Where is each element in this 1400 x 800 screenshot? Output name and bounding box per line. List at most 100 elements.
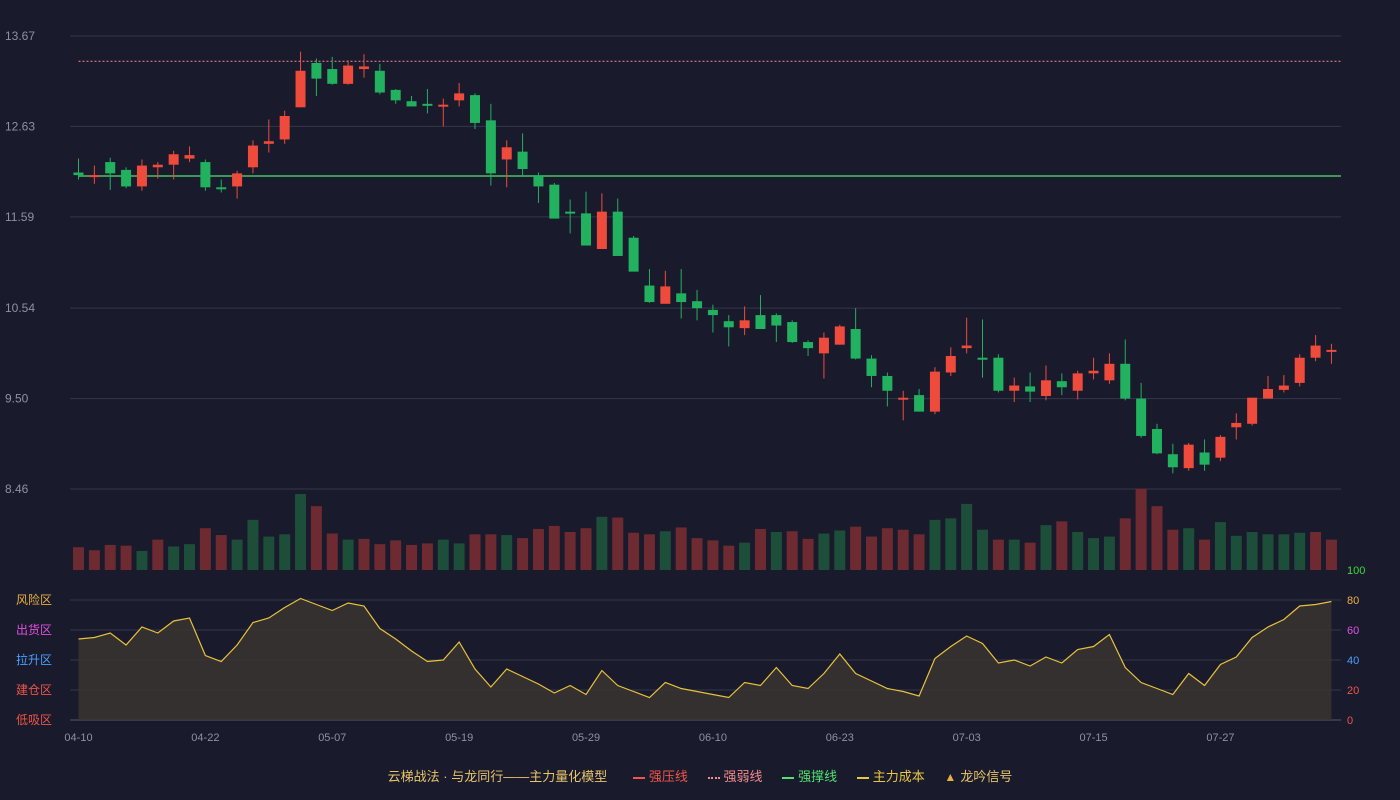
- volume-bar: [1230, 535, 1242, 570]
- candle-body: [1231, 422, 1242, 428]
- volume-bar: [1151, 506, 1163, 570]
- candle-body: [152, 164, 163, 168]
- candle-body: [1167, 454, 1178, 468]
- candle-body: [850, 329, 861, 359]
- volume-bar: [1183, 528, 1195, 570]
- volume-bar: [929, 519, 941, 570]
- volume-bar: [501, 535, 513, 570]
- candle-body: [1120, 363, 1131, 399]
- chart-legend: 云梯战法 · 与龙同行——主力量化模型 强压线 强弱线 强撑线 主力成本 ▲ 龙吟…: [0, 766, 1400, 785]
- volume-bar: [263, 536, 275, 570]
- volume-bar: [453, 543, 465, 570]
- price-tick-label: 11.59: [5, 210, 34, 224]
- candle-body: [263, 141, 274, 144]
- candle-body: [1025, 386, 1036, 392]
- price-tick-label: 12.63: [5, 119, 35, 133]
- volume-bar: [596, 516, 608, 570]
- volume-bar: [1294, 532, 1306, 570]
- candle-body: [660, 286, 671, 304]
- volume-bar: [580, 528, 592, 570]
- legend-main-cost-label: 主力成本: [872, 769, 925, 784]
- date-tick-label: 06-23: [826, 732, 854, 744]
- candle-body: [73, 172, 84, 176]
- volume-bar: [310, 506, 322, 570]
- main-cost-line: [78, 597, 1332, 699]
- candle-body: [136, 165, 147, 187]
- volume-bar: [184, 544, 196, 570]
- candle-body: [1310, 345, 1321, 358]
- volume-bar: [834, 530, 846, 570]
- volume-bar: [691, 538, 703, 570]
- volume-bar: [88, 550, 100, 570]
- volume-bar: [406, 544, 418, 570]
- volume-bar: [770, 532, 782, 570]
- main-cost-area: [78, 598, 1332, 720]
- candle-body: [993, 357, 1004, 391]
- indicator-tick-label: 40: [1347, 655, 1359, 667]
- candle-body: [390, 89, 401, 101]
- volume-bar: [628, 532, 640, 570]
- main-cost-line-marker: [856, 776, 869, 779]
- volume-bar: [913, 534, 925, 570]
- legend-main-cost[interactable]: 主力成本: [856, 766, 925, 785]
- volume-bar: [643, 534, 655, 570]
- candle-body: [279, 115, 290, 140]
- candle-body: [787, 322, 798, 343]
- volume-bar: [1072, 532, 1084, 570]
- date-tick-label: 07-27: [1206, 732, 1234, 744]
- legend-support-label: 强撑线: [798, 769, 838, 784]
- candle-body: [945, 355, 956, 373]
- indicator-tick-label: 100: [1347, 565, 1365, 577]
- volume-bar: [707, 540, 719, 570]
- candle-body: [1263, 389, 1273, 399]
- candle-body: [517, 151, 528, 170]
- price-tick-label: 8.46: [5, 482, 29, 496]
- volume-bar: [754, 528, 766, 570]
- volume-bar: [1325, 539, 1337, 570]
- volume-bar: [437, 539, 449, 570]
- legend-resistance-label: 强压线: [648, 769, 688, 784]
- volume-bar: [326, 533, 338, 570]
- volume-bar: [247, 519, 259, 570]
- candle-body: [707, 309, 718, 316]
- legend-support-line[interactable]: 强撑线: [782, 766, 837, 785]
- volume-bar: [73, 547, 84, 570]
- price-tick-label: 10.54: [5, 301, 35, 315]
- volume-bar: [1135, 488, 1147, 570]
- candle-body: [723, 321, 734, 328]
- candle-body: [168, 154, 179, 165]
- volume-bar: [866, 536, 877, 570]
- volume-bar: [279, 534, 291, 570]
- zone-label: 建仓区: [16, 683, 52, 697]
- candle-body: [628, 237, 639, 272]
- volume-bar: [1103, 536, 1115, 570]
- volume-bar: [1056, 521, 1068, 570]
- legend-signal[interactable]: ▲ 龙吟信号: [944, 766, 1012, 785]
- indicator-tick-label: 80: [1347, 595, 1359, 607]
- candle-body: [803, 342, 814, 349]
- candle-body: [882, 375, 893, 391]
- candle-body: [581, 213, 592, 246]
- legend-weak-resistance-line[interactable]: 强弱线: [707, 766, 763, 785]
- indicator-tick-label: 60: [1347, 625, 1359, 637]
- candle-body: [1151, 429, 1162, 454]
- candle-body: [1072, 373, 1083, 391]
- volume-bar: [961, 503, 973, 570]
- volume-bar: [548, 525, 560, 570]
- volume-bar: [374, 544, 386, 570]
- candle-body: [200, 162, 211, 188]
- candle-body: [1294, 357, 1305, 383]
- volume-bar: [1310, 532, 1322, 570]
- zone-label: 拉升区: [16, 652, 52, 667]
- volume-bar: [897, 529, 909, 570]
- date-tick-label: 07-15: [1079, 732, 1107, 744]
- support-line-marker: [782, 776, 795, 779]
- volume-bar: [564, 532, 576, 570]
- legend-resistance-line[interactable]: 强压线: [632, 766, 688, 785]
- volume-bar: [358, 538, 370, 570]
- candle-body: [89, 175, 100, 178]
- date-tick-label: 05-19: [445, 732, 473, 744]
- triangle-up-icon: ▲: [944, 770, 957, 784]
- legend-signal-label: 龙吟信号: [960, 769, 1013, 784]
